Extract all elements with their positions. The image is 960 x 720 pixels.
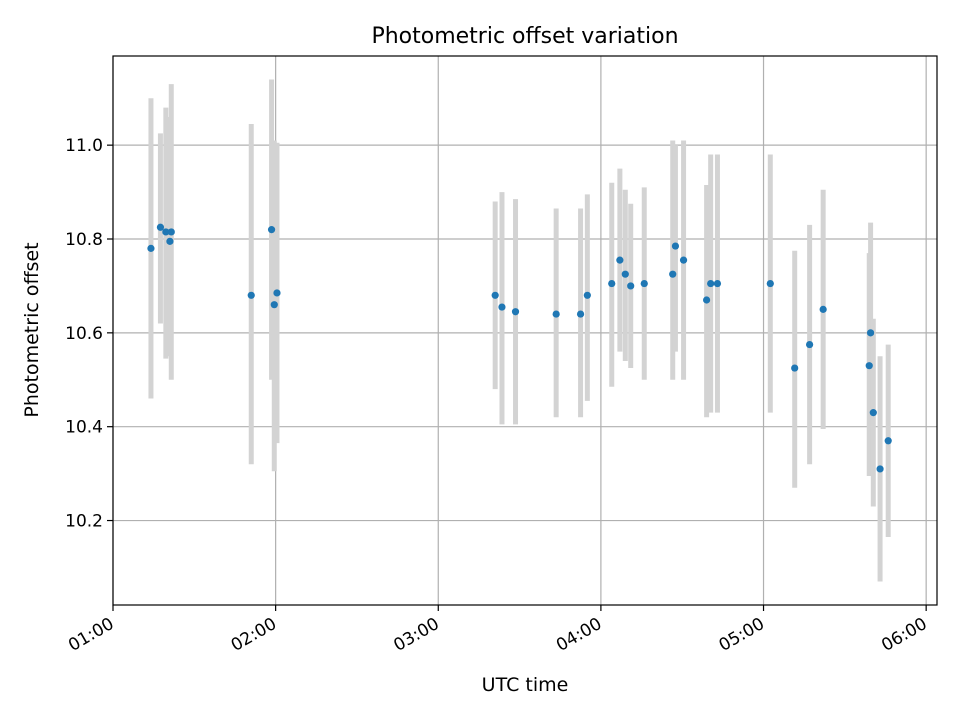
- y-axis-ticks: 10.2 10.4 10.6 10.8 11.0: [65, 136, 113, 532]
- y-tick-label: 10.4: [65, 418, 103, 438]
- data-points: [147, 223, 892, 473]
- data-point: [627, 282, 635, 290]
- data-point: [869, 409, 877, 417]
- data-point: [703, 296, 711, 304]
- data-point: [766, 279, 774, 288]
- data-point: [791, 364, 799, 372]
- data-point: [583, 291, 591, 299]
- data-point: [640, 279, 648, 288]
- data-point: [491, 291, 499, 299]
- axes-frame: [112, 55, 938, 606]
- y-tick-label: 10.6: [65, 324, 103, 344]
- data-point: [876, 465, 884, 473]
- data-point: [819, 305, 827, 313]
- data-point: [167, 228, 175, 236]
- data-point: [511, 308, 520, 316]
- data-point: [616, 256, 624, 264]
- y-axis-label: Photometric offset: [21, 242, 43, 417]
- data-point: [884, 437, 892, 445]
- data-point: [576, 310, 585, 318]
- data-point: [707, 279, 715, 288]
- y-tick-label: 10.8: [65, 230, 103, 250]
- axes-background: [113, 56, 937, 605]
- data-point: [147, 244, 155, 252]
- plot-area: 01:00 02:00 03:00 04:00 05:00 06:00 10.210.41…: [65, 55, 938, 656]
- data-point: [608, 279, 616, 288]
- y-tick-label: 11.0: [65, 136, 103, 156]
- chart-title: Photometric offset variation: [371, 24, 678, 49]
- data-point: [866, 329, 875, 337]
- y-tick-label: 10.2: [65, 512, 103, 532]
- data-point: [669, 270, 677, 278]
- data-point: [713, 279, 722, 288]
- data-point: [267, 226, 276, 234]
- data-point: [671, 242, 680, 250]
- data-point: [679, 256, 688, 264]
- data-point: [166, 237, 174, 245]
- data-point: [270, 301, 278, 309]
- data-point: [273, 289, 281, 297]
- x-axis-label: UTC time: [482, 674, 569, 696]
- data-point: [247, 291, 255, 299]
- data-point: [806, 340, 814, 349]
- data-point: [156, 223, 165, 231]
- data-point: [162, 228, 170, 236]
- data-point: [621, 270, 629, 278]
- data-point: [865, 362, 873, 370]
- data-point: [552, 310, 560, 318]
- data-point: [498, 303, 506, 311]
